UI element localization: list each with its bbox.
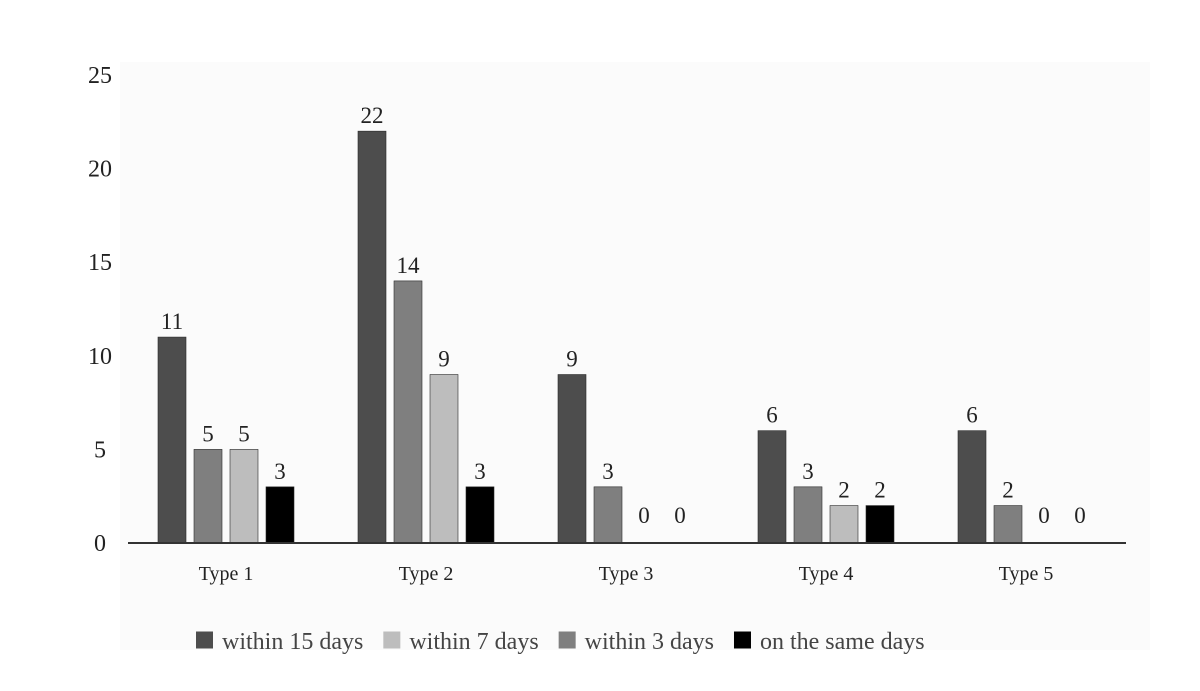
data-label: 0 xyxy=(1074,503,1086,528)
data-label: 0 xyxy=(638,503,650,528)
legend-label: on the same days xyxy=(760,629,925,655)
legend: within 15 days within 7 days within 3 days… xyxy=(196,629,925,655)
data-label: 6 xyxy=(966,403,978,428)
data-label: 5 xyxy=(202,421,214,446)
y-tick-label: 20 xyxy=(88,157,112,183)
data-label: 2 xyxy=(838,478,850,503)
x-axis-ticks: Type 1 Type 2 Type 3 Type 4 Type 5 xyxy=(199,563,1054,585)
data-label: 5 xyxy=(238,421,250,446)
bar xyxy=(829,505,859,544)
bar xyxy=(393,280,423,544)
bar xyxy=(157,336,187,544)
y-tick-label: 0 xyxy=(94,531,106,557)
data-label: 0 xyxy=(674,503,686,528)
bar xyxy=(357,130,387,544)
bar xyxy=(865,505,895,544)
legend-swatch xyxy=(383,631,401,649)
legend-swatch xyxy=(558,631,576,649)
plot-background xyxy=(120,62,1150,650)
bar xyxy=(757,430,787,544)
bar xyxy=(265,486,295,544)
data-label: 3 xyxy=(474,459,486,484)
x-tick-label: Type 2 xyxy=(399,563,454,585)
legend-swatch xyxy=(196,631,213,649)
data-label: 2 xyxy=(874,478,886,503)
data-label: 6 xyxy=(766,403,778,428)
y-tick-label: 10 xyxy=(88,344,112,370)
data-label: 11 xyxy=(161,309,183,334)
bar xyxy=(429,374,459,544)
x-tick-label: Type 1 xyxy=(199,563,254,585)
data-label: 22 xyxy=(361,103,384,128)
data-label: 3 xyxy=(602,459,614,484)
data-label: 3 xyxy=(802,459,814,484)
data-label: 9 xyxy=(566,347,578,372)
y-axis-ticks: 0 5 10 15 20 25 xyxy=(88,63,112,557)
bar xyxy=(193,449,223,544)
y-tick-label: 15 xyxy=(88,250,112,276)
data-label: 0 xyxy=(1038,503,1050,528)
x-tick-label: Type 3 xyxy=(599,563,654,585)
legend-label: within 3 days xyxy=(585,629,714,655)
data-label: 14 xyxy=(397,253,421,278)
bar xyxy=(593,486,623,544)
y-tick-label: 25 xyxy=(88,63,112,89)
bar xyxy=(957,430,987,544)
legend-swatch xyxy=(733,631,751,649)
bar xyxy=(465,486,495,544)
data-label: 3 xyxy=(274,459,286,484)
data-label: 2 xyxy=(1002,478,1014,503)
bar xyxy=(557,374,587,544)
x-tick-label: Type 5 xyxy=(999,563,1054,585)
data-label: 9 xyxy=(438,347,450,372)
bar xyxy=(229,449,259,544)
bar xyxy=(993,505,1023,544)
legend-label: within 7 days xyxy=(409,629,538,655)
y-tick-label: 5 xyxy=(94,437,106,463)
x-tick-label: Type 4 xyxy=(799,563,854,585)
bar xyxy=(793,486,823,544)
legend-label: within 15 days xyxy=(222,629,363,655)
bars xyxy=(157,130,1023,544)
